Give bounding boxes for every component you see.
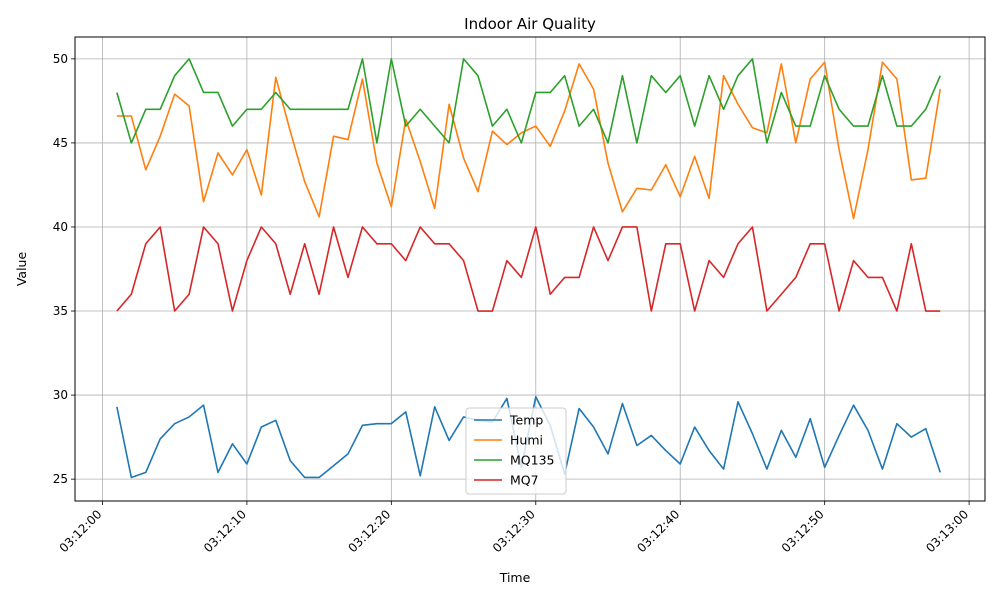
x-axis-label: Time bbox=[499, 570, 531, 585]
x-tick-label: 03:12:30 bbox=[490, 507, 538, 555]
y-tick-label: 40 bbox=[53, 220, 68, 234]
x-tick-label: 03:13:00 bbox=[923, 507, 971, 555]
y-tick-label: 30 bbox=[53, 388, 68, 402]
x-tick-label: 03:12:10 bbox=[201, 507, 249, 555]
legend: Temp Humi MQ135 MQ7 bbox=[465, 407, 567, 495]
y-tick-label: 50 bbox=[53, 52, 68, 66]
legend-label: MQ135 bbox=[510, 453, 554, 468]
series-line-humi bbox=[116, 61, 942, 220]
series-line-mq7 bbox=[116, 226, 941, 312]
chart-title: Indoor Air Quality bbox=[464, 15, 596, 33]
y-axis-label: Value bbox=[14, 252, 29, 287]
plot-frame bbox=[74, 36, 986, 502]
y-tick-label: 35 bbox=[53, 304, 68, 318]
legend-label: Humi bbox=[510, 433, 543, 448]
x-tick-label: 03:12:40 bbox=[634, 507, 682, 555]
legend-label: Temp bbox=[509, 413, 543, 428]
x-tick-label: 03:12:20 bbox=[345, 507, 393, 555]
series-line-mq135 bbox=[116, 58, 941, 144]
y-tick-label: 25 bbox=[53, 472, 68, 486]
x-tick-label: 03:12:50 bbox=[779, 507, 827, 555]
legend-box bbox=[465, 407, 567, 495]
x-tick-label: 03:12:00 bbox=[57, 507, 105, 555]
y-tick-label: 45 bbox=[53, 136, 68, 150]
legend-label: MQ7 bbox=[510, 473, 539, 488]
grid bbox=[75, 37, 985, 501]
